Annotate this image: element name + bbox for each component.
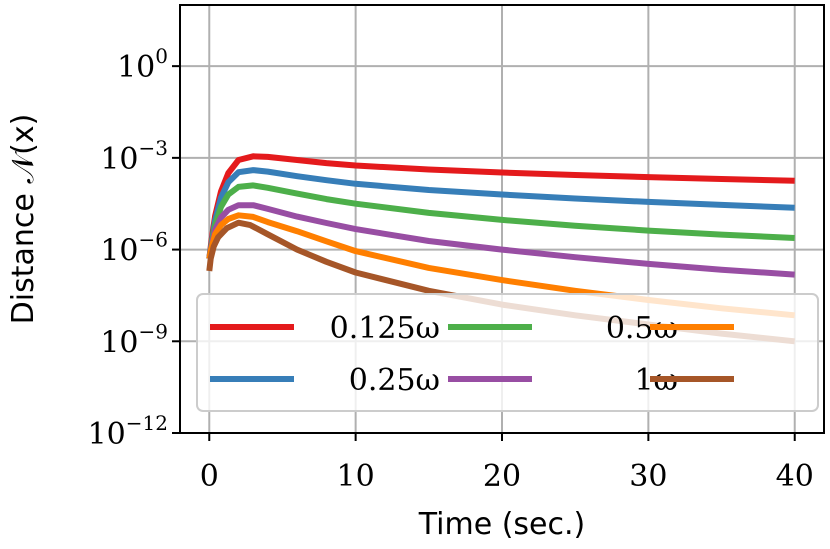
- x-tick-label: 10: [337, 459, 375, 494]
- x-tick-label: 30: [629, 459, 667, 494]
- y-tick-label: 100: [117, 44, 168, 85]
- series-line-4: [206, 202, 795, 278]
- y-tick-exponent: −12: [126, 411, 168, 435]
- series-line-3: [206, 182, 795, 260]
- y-tick-base: 10: [100, 234, 138, 269]
- y-tick-exponent: −6: [139, 228, 168, 252]
- y-tick-exponent: 0: [155, 44, 168, 68]
- legend-label: 0.125ω: [330, 311, 440, 346]
- legend-box: [196, 293, 819, 412]
- x-tick-label: 20: [483, 459, 521, 494]
- y-tick-base: 10: [88, 417, 126, 452]
- x-axis-label: Time (sec.): [418, 507, 585, 542]
- y-axis-label: Distance 𝒩(x): [6, 114, 41, 325]
- x-tick-label: 0: [200, 459, 219, 494]
- y-tick-exponent: −3: [139, 136, 168, 160]
- legend-label: 0.25ω: [349, 363, 440, 398]
- y-tick-label: 10−9: [100, 319, 168, 360]
- x-tick-label: 40: [776, 459, 814, 494]
- y-tick-base: 10: [100, 142, 138, 177]
- y-tick-base: 10: [117, 50, 155, 85]
- y-tick-label: 10−3: [100, 136, 168, 177]
- y-tick-base: 10: [100, 325, 138, 360]
- y-tick-label: 10−6: [100, 228, 168, 269]
- y-tick-label: 10−12: [88, 411, 168, 452]
- y-tick-exponent: −9: [139, 319, 168, 343]
